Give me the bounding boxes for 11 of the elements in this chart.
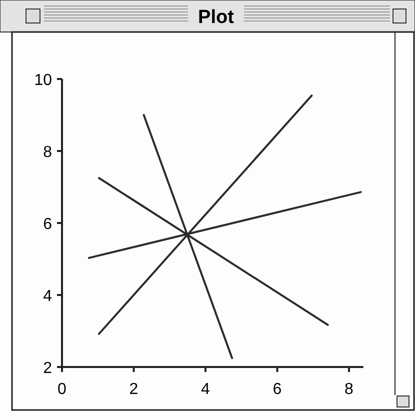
- x-tick-label: 4: [201, 381, 210, 398]
- x-tick-label: 2: [129, 381, 138, 398]
- y-tick-label: 6: [43, 216, 52, 233]
- y-tick-label: 10: [34, 72, 52, 89]
- y-tick-label: 8: [43, 144, 52, 161]
- x-tick-label: 0: [58, 381, 67, 398]
- x-tick-label: 8: [344, 381, 354, 398]
- y-tick-label: 4: [43, 288, 52, 305]
- x-tick-label: 6: [272, 381, 282, 398]
- y-tick-label: 2: [43, 360, 52, 377]
- chart-title: Plot: [198, 7, 235, 28]
